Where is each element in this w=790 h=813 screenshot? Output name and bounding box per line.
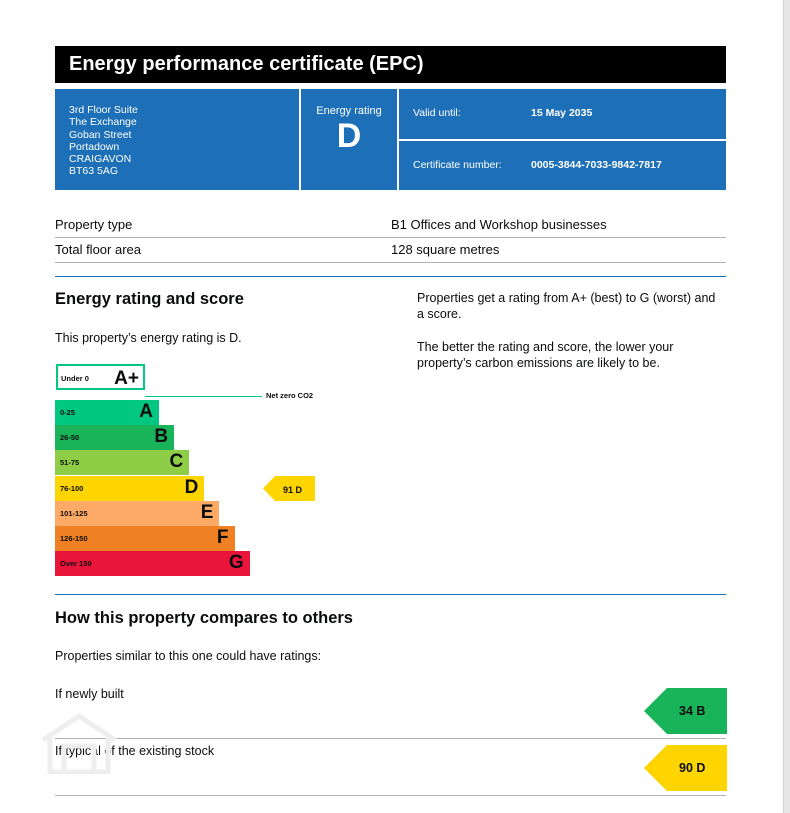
band-a: 0-25 A bbox=[55, 400, 159, 425]
rating-statement: This property’s energy rating is D. bbox=[55, 331, 242, 345]
existing-stock-rating-shape bbox=[644, 745, 727, 791]
address-line: BT63 5AG bbox=[69, 165, 119, 178]
address-line: The Exchange bbox=[69, 116, 137, 129]
band-b: 26-50 B bbox=[55, 425, 175, 451]
rating-explanation: Properties get a rating from A+ (best) t… bbox=[417, 291, 716, 321]
band-range: 0-25 bbox=[60, 408, 76, 417]
band-range: 101-125 bbox=[60, 508, 88, 518]
band-f: 126-150 F bbox=[55, 526, 235, 551]
compare-intro: Properties similar to this one could hav… bbox=[55, 649, 322, 663]
band-aplus: Under 0 A+ bbox=[56, 364, 145, 390]
floor-area-value: 128 square metres bbox=[391, 242, 500, 257]
band-letter: C bbox=[169, 451, 184, 473]
compare-row-label: If newly built bbox=[55, 687, 124, 701]
floor-area-label: Total floor area bbox=[55, 242, 141, 257]
band-e: 101-125 E bbox=[55, 500, 220, 526]
band-letter: D bbox=[184, 476, 199, 498]
band-letter: G bbox=[228, 552, 244, 574]
band-range: 126-150 bbox=[60, 534, 88, 543]
newly-built-rating-arrow bbox=[644, 688, 727, 734]
band-range: Over 150 bbox=[60, 559, 92, 569]
current-rating-shape bbox=[263, 476, 315, 501]
band-c: 51-75 C bbox=[55, 450, 190, 476]
compare-row-typical: If typical of the existing stock bbox=[55, 739, 726, 796]
existing-stock-rating-arrow bbox=[644, 745, 727, 791]
band-letter: B bbox=[154, 426, 169, 448]
band-letter: E bbox=[200, 501, 214, 523]
valid-until-label: Valid until: bbox=[413, 107, 461, 119]
band-letter: A+ bbox=[114, 368, 139, 389]
property-type-row: Property type B1 Offices and Workshop bu… bbox=[55, 213, 726, 238]
band-range: 76-100 bbox=[60, 483, 84, 493]
property-address: 3rd Floor Suite The Exchange Goban Stree… bbox=[55, 89, 299, 190]
compare-heading: How this property compares to others bbox=[55, 609, 353, 627]
newly-built-rating-shape bbox=[644, 688, 727, 734]
energy-rating-value: D bbox=[336, 117, 362, 155]
current-rating-arrow bbox=[263, 476, 315, 501]
certificate-number-box: Certificate number: 0005-3844-7033-9842-… bbox=[399, 141, 726, 190]
floor-area-row: Total floor area 128 square metres bbox=[55, 238, 726, 263]
compare-row-new: If newly built bbox=[55, 680, 726, 739]
address-line: Portadown bbox=[69, 140, 120, 153]
net-zero-label: Net zero CO2 bbox=[266, 391, 314, 400]
valid-until-value: 15 May 2035 bbox=[531, 107, 593, 119]
house-logo-watermark bbox=[41, 712, 117, 774]
address-line: Goban Street bbox=[69, 128, 132, 141]
valid-until-box: Valid until: 15 May 2035 bbox=[399, 89, 726, 139]
existing-stock-rating-label: 90 D bbox=[679, 761, 706, 775]
band-d: 76-100 D bbox=[55, 475, 205, 501]
band-range: Under 0 bbox=[61, 374, 89, 383]
newly-built-rating-label: 34 B bbox=[679, 704, 706, 718]
band-g: Over 150 G bbox=[55, 551, 250, 577]
page-title: Energy performance certificate (EPC) bbox=[55, 46, 726, 83]
scrollbar[interactable] bbox=[783, 0, 790, 813]
band-range: 26-50 bbox=[60, 433, 80, 443]
band-range: 51-75 bbox=[60, 458, 80, 468]
energy-rating-label: Energy rating bbox=[316, 105, 382, 117]
certificate-number-value: 0005-3844-7033-9842-7817 bbox=[531, 159, 662, 171]
section-divider bbox=[55, 276, 726, 277]
property-type-label: Property type bbox=[55, 217, 133, 232]
address-line: CRAIGAVON bbox=[69, 153, 132, 166]
net-zero-line bbox=[145, 396, 262, 397]
certificate-number-label: Certificate number: bbox=[413, 159, 502, 171]
rating-heading: Energy rating and score bbox=[55, 290, 244, 308]
address-line: 3rd Floor Suite bbox=[69, 104, 138, 116]
band-letter: A bbox=[139, 401, 153, 422]
section-divider bbox=[55, 594, 726, 595]
current-rating-label: 91 D bbox=[283, 485, 303, 495]
band-letter: F bbox=[216, 527, 229, 548]
property-type-value: B1 Offices and Workshop businesses bbox=[391, 217, 607, 232]
rating-explanation-2: The better the rating and score, the low… bbox=[417, 340, 674, 370]
energy-rating-box: Energy rating D bbox=[301, 89, 397, 190]
